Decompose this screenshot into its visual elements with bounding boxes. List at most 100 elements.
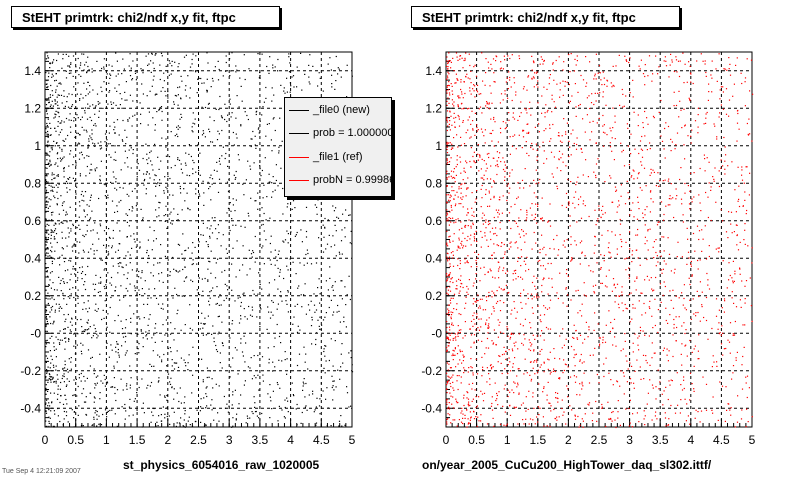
scatter-point — [477, 294, 479, 296]
scatter-point — [625, 408, 627, 410]
scatter-point — [142, 402, 144, 404]
scatter-point — [485, 323, 487, 326]
scatter-point — [447, 62, 449, 65]
scatter-point — [126, 99, 128, 101]
scatter-point — [75, 125, 77, 127]
scatter-point — [124, 99, 126, 101]
scatter-point — [496, 160, 498, 162]
scatter-point — [206, 405, 208, 407]
scatter-point — [108, 132, 110, 134]
scatter-point — [503, 267, 505, 269]
scatter-point — [684, 398, 686, 400]
scatter-point — [556, 416, 558, 418]
scatter-point — [110, 386, 112, 388]
scatter-point — [585, 159, 587, 161]
scatter-point — [215, 383, 217, 385]
scatter-point — [338, 251, 340, 253]
scatter-point — [74, 107, 76, 110]
scatter-point — [601, 209, 603, 212]
scatter-point — [700, 410, 703, 412]
scatter-point — [705, 122, 707, 124]
scatter-point — [514, 345, 516, 347]
scatter-point — [85, 401, 87, 403]
scatter-point — [45, 191, 47, 193]
scatter-point — [557, 392, 559, 394]
scatter-point — [117, 272, 119, 274]
scatter-point — [48, 420, 50, 422]
scatter-point — [450, 311, 452, 313]
scatter-point — [558, 132, 560, 134]
scatter-point — [270, 263, 272, 265]
scatter-point — [536, 372, 539, 374]
scatter-point — [73, 426, 75, 428]
scatter-point — [595, 176, 597, 179]
scatter-point — [128, 117, 131, 119]
scatter-point — [265, 135, 267, 137]
scatter-point — [117, 348, 119, 351]
scatter-point — [446, 403, 448, 405]
scatter-point — [568, 53, 570, 56]
scatter-point — [46, 79, 48, 82]
scatter-point — [575, 191, 577, 193]
scatter-point — [297, 287, 299, 289]
scatter-point — [498, 324, 500, 326]
scatter-point — [207, 62, 209, 64]
scatter-point — [449, 129, 451, 131]
scatter-point — [77, 385, 79, 388]
scatter-point — [492, 343, 494, 345]
scatter-point — [610, 417, 612, 420]
scatter-point — [107, 272, 109, 274]
scatter-point — [51, 297, 53, 299]
scatter-point — [319, 413, 321, 415]
scatter-point — [612, 384, 614, 386]
scatter-point — [153, 67, 155, 70]
scatter-point — [638, 421, 640, 423]
scatter-point — [278, 275, 280, 277]
scatter-point — [222, 234, 224, 236]
scatter-point — [466, 260, 468, 262]
scatter-point — [462, 245, 465, 247]
scatter-point — [470, 234, 472, 236]
scatter-point — [64, 320, 66, 323]
scatter-point — [729, 352, 731, 354]
scatter-point — [83, 69, 85, 71]
scatter-point — [458, 116, 460, 118]
scatter-point — [701, 291, 703, 293]
scatter-point — [235, 71, 237, 73]
scatter-point — [455, 336, 457, 338]
scatter-point — [183, 295, 185, 297]
scatter-point — [67, 134, 69, 137]
scatter-point — [583, 372, 585, 374]
scatter-point — [515, 317, 517, 319]
scatter-point — [687, 238, 689, 240]
scatter-point — [451, 324, 453, 326]
scatter-point — [581, 315, 583, 317]
scatter-point — [553, 348, 555, 350]
scatter-point — [116, 90, 118, 92]
scatter-point — [51, 76, 53, 78]
scatter-point — [625, 269, 627, 271]
scatter-point — [59, 330, 61, 332]
scatter-point — [201, 358, 203, 360]
scatter-point — [695, 312, 697, 314]
scatter-point — [472, 315, 474, 317]
scatter-point — [286, 265, 288, 267]
scatter-point — [209, 177, 211, 179]
scatter-point — [449, 194, 451, 196]
scatter-point — [145, 55, 147, 57]
scatter-point — [144, 293, 146, 295]
scatter-point — [59, 306, 61, 308]
scatter-point — [528, 348, 530, 350]
scatter-point — [51, 260, 53, 262]
x-tick-label-left: 3.5 — [252, 433, 269, 447]
scatter-point — [458, 203, 460, 205]
scatter-point — [51, 402, 53, 404]
scatter-point — [194, 118, 196, 120]
scatter-point — [652, 169, 654, 171]
scatter-point — [564, 81, 566, 83]
scatter-point — [609, 146, 612, 148]
scatter-point — [334, 224, 336, 226]
scatter-point — [585, 295, 587, 297]
scatter-point — [234, 178, 236, 180]
scatter-point — [683, 108, 685, 110]
